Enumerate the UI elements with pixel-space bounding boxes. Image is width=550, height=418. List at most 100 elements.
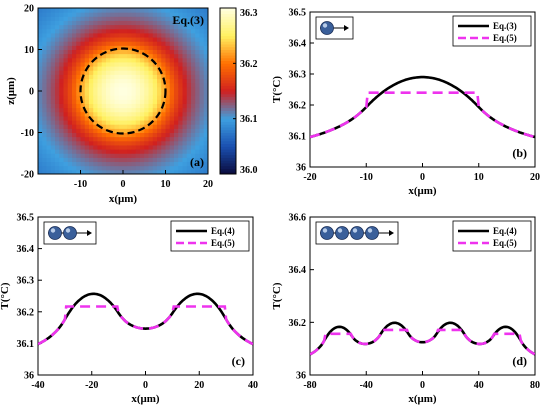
heatmap-cell [38, 24, 43, 30]
heatmap-cell [186, 32, 192, 38]
heatmap-cell [118, 120, 124, 125]
heatmap-cell [186, 57, 192, 63]
y-tick-label: 36.1 [17, 339, 35, 350]
heatmap-cell [195, 16, 200, 21]
heatmap-cell [182, 61, 188, 67]
heatmap-cell [169, 28, 175, 34]
heatmap-cell [84, 136, 90, 142]
heatmap-cell [38, 91, 43, 96]
heatmap-cell [123, 165, 128, 171]
colorbar-segment [220, 126, 236, 131]
x-tick-label: 20 [194, 380, 204, 391]
heatmap-cell [42, 78, 47, 84]
heatmap-cell [152, 24, 158, 30]
heatmap-cell [161, 107, 166, 113]
heatmap-cell [203, 41, 209, 46]
heatmap-cell [59, 120, 64, 125]
colorbar-segment [220, 146, 236, 150]
heatmap-cell [195, 12, 200, 17]
heatmap-cell [123, 91, 128, 96]
x-tick-label: 80 [530, 380, 540, 391]
heatmap-cell [110, 20, 115, 26]
heatmap-cell [144, 61, 149, 67]
heatmap-cell [191, 128, 196, 133]
heatmap-cell [67, 153, 73, 158]
heatmap-cell [110, 37, 115, 42]
heatmap-cell [135, 111, 141, 117]
colorbar-segment [220, 79, 236, 84]
heatmap-cell [174, 128, 179, 133]
series-line-average [310, 328, 535, 356]
heatmap-cell [42, 140, 47, 146]
heatmap-cell [50, 12, 56, 17]
heatmap-cell [50, 111, 56, 117]
heatmap-cell [110, 115, 115, 121]
heatmap-cell [135, 169, 141, 175]
heatmap-cell [89, 107, 94, 113]
heatmap-cell [144, 128, 149, 133]
heatmap-cell [135, 20, 141, 26]
heatmap-cell [110, 78, 115, 84]
heatmap-cell [157, 16, 162, 21]
heatmap-cell [46, 169, 52, 175]
legend-frame [452, 15, 532, 47]
y-tick-label: 36.2 [289, 101, 307, 112]
heatmap-cell [118, 82, 124, 88]
heatmap-cell [46, 70, 52, 75]
heatmap-cell [148, 66, 154, 71]
heatmap-cell [157, 24, 162, 30]
heatmap-cell [50, 61, 56, 67]
colorbar-segment [220, 71, 236, 75]
heatmap-cell [110, 57, 115, 63]
heatmap-cell [174, 120, 179, 125]
heatmap-cell [106, 161, 111, 167]
heatmap-cell [118, 12, 124, 17]
heatmap-cell [59, 86, 64, 92]
heatmap-cell [182, 95, 188, 100]
heatmap-cell [127, 32, 132, 38]
heatmap-cell [89, 70, 94, 75]
heatmap-cell [46, 149, 52, 154]
heatmap-cell [127, 161, 132, 167]
heatmap-cell [135, 66, 141, 71]
heatmap-cell [135, 149, 141, 154]
x-axis-label: x(μm) [109, 193, 138, 205]
particle-icon [350, 226, 364, 240]
heatmap-cell [135, 53, 141, 59]
heatmap-cell [114, 136, 120, 142]
heatmap-cell [55, 120, 60, 125]
heatmap-cell [76, 66, 81, 71]
heatmap-cell [203, 144, 209, 150]
heatmap-cell [135, 132, 141, 138]
heatmap-cell [157, 12, 162, 17]
heatmap-cell [131, 91, 137, 96]
heatmap-cell [114, 99, 120, 104]
series-line-exact [310, 321, 535, 356]
heatmap-cell [169, 132, 175, 138]
heatmap-cell [72, 103, 77, 109]
heatmap-cell [55, 49, 60, 55]
heatmap-cell [93, 57, 98, 63]
heatmap-cell [157, 161, 162, 167]
heatmap-cell [152, 136, 158, 142]
heatmap-cell [76, 41, 81, 46]
heatmap-cell [127, 169, 132, 175]
heatmap-cell [63, 149, 69, 154]
heatmap-cell [55, 107, 60, 113]
heatmap-cell [203, 37, 209, 42]
heatmap-cell [110, 153, 115, 158]
heatmap-cell [110, 53, 115, 59]
heatmap-cell [89, 61, 94, 67]
heatmap-cell [178, 115, 183, 121]
legend-entry: Eq.(5) [493, 33, 517, 43]
y-axis-label: T(°C) [271, 76, 283, 103]
heatmap-cell [46, 57, 52, 63]
heatmap-cell [152, 128, 158, 133]
heatmap-cell [140, 8, 145, 13]
heatmap-cell [42, 120, 47, 125]
heatmap-cell [174, 157, 179, 163]
heatmap-cell [165, 144, 171, 150]
particle-highlight [352, 228, 358, 233]
heatmap-cell [118, 149, 124, 154]
heatmap-cell [127, 24, 132, 30]
